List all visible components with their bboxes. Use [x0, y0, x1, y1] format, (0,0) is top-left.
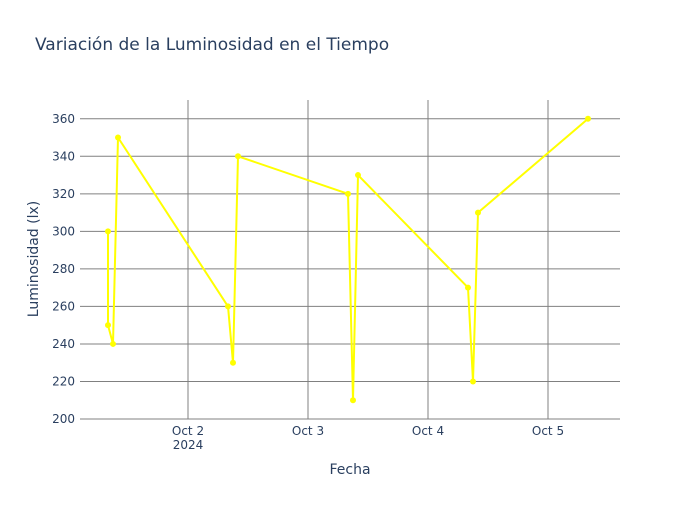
- data-point: [585, 115, 591, 122]
- data-point: [230, 359, 236, 366]
- x-tick-label: Oct 5: [532, 424, 564, 438]
- x-tick-label: Oct 3: [292, 424, 324, 438]
- data-point: [225, 303, 231, 310]
- grid: [80, 100, 620, 420]
- x-tick-label: Oct 2: [172, 424, 204, 438]
- data-point: [475, 209, 481, 216]
- data-point: [465, 284, 471, 291]
- data-point: [345, 190, 351, 197]
- y-tick-label: 260: [52, 299, 75, 313]
- y-tick-label: 200: [52, 412, 75, 426]
- y-tick-label: 340: [52, 149, 75, 163]
- data-point: [355, 172, 361, 179]
- y-tick-label: 300: [52, 224, 75, 238]
- data-point: [235, 153, 241, 160]
- series-line: [107, 118, 589, 402]
- data-point: [105, 228, 111, 235]
- data-point: [470, 378, 476, 385]
- x-tick-sublabel: 2024: [173, 438, 204, 452]
- series: [105, 115, 591, 404]
- data-point: [105, 322, 111, 329]
- y-axis-label: Luminosidad (lx): [26, 201, 42, 317]
- data-point: [110, 340, 116, 347]
- y-tick-label: 220: [52, 374, 75, 388]
- x-axis-label: Fecha: [329, 462, 370, 478]
- data-point: [350, 397, 356, 404]
- x-tick-label: Oct 4: [412, 424, 444, 438]
- y-tick-label: 280: [52, 262, 75, 276]
- y-tick-label: 360: [52, 112, 75, 126]
- data-point: [115, 134, 121, 141]
- chart-title: Variación de la Luminosidad en el Tiempo: [35, 35, 389, 55]
- y-tick-label: 240: [52, 337, 75, 351]
- y-tick-label: 320: [52, 187, 75, 201]
